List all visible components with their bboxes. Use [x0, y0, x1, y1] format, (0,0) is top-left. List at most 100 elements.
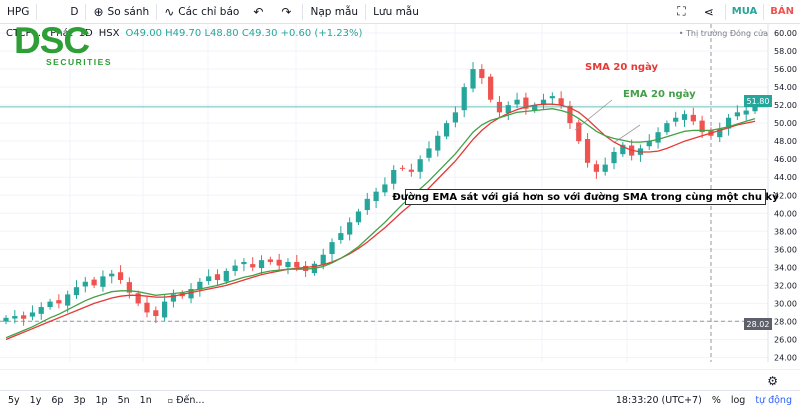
undo-icon: ↶ [253, 4, 264, 19]
last-price-tag: 51.80 [744, 95, 772, 107]
candle-body [699, 120, 705, 133]
candle-body [417, 159, 423, 172]
price-tick-label: 32.00 [774, 281, 797, 290]
divider [724, 3, 726, 20]
save-template-button[interactable]: Lưu mẫu [366, 0, 426, 24]
legend-interval: 1D [78, 28, 93, 39]
candle-body [540, 99, 547, 106]
divider [36, 3, 38, 20]
range-1y[interactable]: 1y [29, 395, 42, 406]
price-tick-label: 38.00 [774, 227, 797, 236]
candle-body [488, 76, 494, 100]
candle-body [435, 135, 441, 151]
price-tick-label: 52.00 [774, 101, 797, 110]
redo-icon: ↷ [281, 4, 292, 19]
candle-body [461, 87, 467, 111]
candle-body [100, 276, 106, 287]
price-tick-label: 24.00 [774, 353, 797, 362]
buy-button[interactable]: MUA [731, 6, 758, 17]
settings-gear-icon[interactable]: ⚙ [767, 374, 778, 388]
range-1p[interactable]: 1p [95, 395, 108, 406]
ema-annotation: EMA 20 ngày [623, 89, 696, 100]
range-5y[interactable]: 5y [8, 395, 20, 406]
candle-body [285, 261, 291, 267]
symbol-label: HPG [7, 5, 30, 18]
candle-body [188, 288, 194, 299]
market-status-text: Thị trường Đóng cửa [686, 29, 768, 38]
indicators-button[interactable]: ∿ Các chỉ báo [157, 0, 246, 24]
symbol-search[interactable]: HPG [0, 0, 36, 24]
range-1n[interactable]: 1n [139, 395, 152, 406]
fullscreen-icon: ⛶ [677, 4, 686, 18]
candle-body [170, 294, 177, 302]
divider [302, 3, 304, 20]
share-icon: ⋖ [703, 4, 714, 19]
candle-body [223, 270, 229, 282]
candle-body [276, 259, 282, 266]
candle-body [558, 98, 564, 106]
dsc-logo: DSC SECURITIES [14, 22, 114, 70]
candle-body [82, 281, 88, 287]
candle-body [725, 117, 732, 129]
undo-button[interactable]: ↶ [246, 0, 274, 24]
candle-body [38, 307, 44, 314]
candle-body [664, 123, 670, 133]
share-button[interactable]: ⋖ [697, 0, 725, 24]
candle-body [267, 259, 273, 262]
candle-body [338, 233, 344, 240]
candle-body [717, 128, 723, 138]
price-tick-label: 40.00 [774, 209, 797, 218]
candle-body [646, 141, 652, 147]
fullscreen-button[interactable]: ⛶ [670, 0, 696, 24]
range-6p[interactable]: 6p [51, 395, 64, 406]
bottom-bar-right: 18:33:20 (UTC+7) % log tự động [616, 395, 800, 406]
candle-body [206, 276, 212, 282]
ohlc-values: O49.00 H49.70 L48.80 C49.30 +0.60 (+1.23… [125, 28, 363, 39]
candle-body [408, 169, 414, 172]
level-price-tag: 28.02 [744, 318, 772, 330]
divider [156, 3, 158, 20]
load-template-button[interactable]: Nạp mẫu [303, 0, 365, 24]
candle-body [549, 96, 555, 99]
annotation-note: Đường EMA sát với giá hơn so với đường S… [392, 189, 779, 205]
sma-pointer [574, 99, 613, 131]
interval-button[interactable]: D [63, 0, 85, 24]
candles [3, 62, 758, 326]
top-toolbar: HPG D ⊕ So sánh ∿ Các chỉ báo ↶ ↷ Nạp mẫ… [0, 0, 800, 24]
candle-body [532, 105, 538, 111]
candle-body [567, 105, 573, 124]
log-toggle[interactable]: log [730, 395, 746, 406]
candle-body [29, 312, 36, 317]
indicator-wave-icon: ∿ [164, 4, 175, 19]
candle-body [73, 287, 80, 296]
sma-annotation: SMA 20 ngày [585, 62, 659, 73]
candle-body [743, 110, 749, 115]
candle-body [611, 151, 617, 164]
legend-exchange: HSX [98, 28, 120, 39]
sell-button[interactable]: BÁN [770, 6, 794, 17]
price-tick-label: 46.00 [774, 155, 797, 164]
goto-date-button[interactable]: ▫ Đến... [163, 395, 210, 406]
save-template-label: Lưu mẫu [373, 5, 419, 18]
auto-toggle[interactable]: tự động [755, 395, 792, 406]
annotation-note-text: Đường EMA sát với giá hơn so với đường S… [392, 191, 779, 203]
candle-body [241, 261, 247, 265]
candle-body [681, 114, 688, 120]
candle-body [250, 264, 256, 268]
range-5n[interactable]: 5n [117, 395, 130, 406]
candle-body [47, 301, 53, 308]
redo-button[interactable]: ↷ [274, 0, 302, 24]
candle-body [602, 164, 608, 172]
candle-body [576, 122, 582, 142]
range-3p[interactable]: 3p [73, 395, 86, 406]
logo-brand: DSC [14, 20, 90, 61]
candle-body [12, 316, 18, 319]
price-tick-label: 34.00 [774, 263, 797, 272]
clock-time[interactable]: 18:33:20 (UTC+7) [615, 395, 702, 406]
divider [365, 3, 367, 20]
candle-body [734, 112, 740, 117]
percent-toggle[interactable]: % [711, 395, 721, 406]
candle-body [426, 148, 432, 158]
compare-button[interactable]: ⊕ So sánh [86, 0, 156, 24]
candle-body [153, 310, 159, 317]
